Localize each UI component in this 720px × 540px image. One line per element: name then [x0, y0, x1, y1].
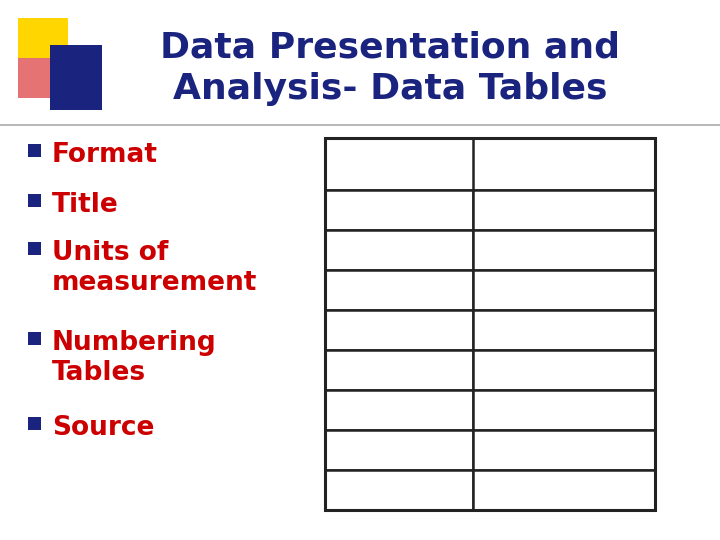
Bar [473, 470, 655, 510]
Bar [325, 138, 655, 510]
Text: Time of 40 yard
dash (sec): Time of 40 yard dash (sec) [485, 144, 644, 184]
Text: Units of
measurement: Units of measurement [52, 240, 257, 296]
Text: 31: 31 [384, 240, 413, 260]
Bar [28, 332, 41, 345]
Bar [325, 230, 473, 270]
Bar [50, 45, 102, 110]
Bar [325, 138, 655, 190]
Bar [18, 58, 58, 98]
Bar [473, 310, 655, 350]
Bar [473, 430, 655, 470]
Text: Numbering
Tables: Numbering Tables [52, 330, 217, 386]
Bar [28, 417, 41, 430]
Bar [473, 190, 655, 230]
Bar [473, 350, 655, 390]
Text: Format: Format [52, 142, 158, 168]
Bar [325, 190, 473, 230]
Text: Analysis- Data Tables: Analysis- Data Tables [173, 72, 607, 106]
Text: Data Presentation and: Data Presentation and [160, 30, 620, 64]
Text: 10: 10 [549, 320, 578, 340]
Bar [473, 390, 655, 430]
Text: 24: 24 [384, 200, 413, 220]
Text: 38: 38 [384, 320, 413, 340]
Bar [473, 230, 655, 270]
Bar [28, 194, 41, 207]
Text: 9.3: 9.3 [546, 440, 582, 460]
Text: Title: Title [52, 192, 119, 218]
Text: 55: 55 [384, 440, 413, 460]
Text: Source: Source [52, 415, 154, 441]
Bar [325, 310, 473, 350]
Bar [18, 18, 68, 68]
Text: 37: 37 [384, 280, 413, 300]
Text: 39: 39 [384, 360, 413, 380]
Text: 8.2: 8.2 [546, 360, 582, 380]
Bar [325, 390, 473, 430]
Bar [28, 144, 41, 157]
Text: Leg (thigh)
Length (cm): Leg (thigh) Length (cm) [338, 144, 460, 184]
Bar [325, 430, 473, 470]
Text: 9: 9 [557, 480, 571, 500]
Text: 42: 42 [384, 400, 413, 420]
Bar [325, 470, 473, 510]
Text: 11: 11 [549, 280, 578, 300]
Bar [325, 270, 473, 310]
Text: 9.2: 9.2 [546, 240, 582, 260]
Bar [325, 350, 473, 390]
Text: 62: 62 [384, 480, 413, 500]
Text: 9: 9 [557, 200, 571, 220]
Bar [473, 270, 655, 310]
Bar [28, 242, 41, 255]
Text: 8.4: 8.4 [546, 400, 582, 420]
